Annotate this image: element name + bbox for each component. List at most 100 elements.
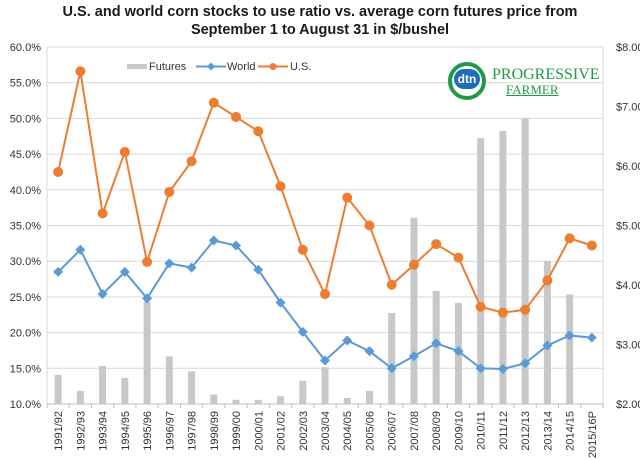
right-axis-tick-label: $4.00 — [616, 280, 640, 292]
x-axis-tick-label: 2003/04 — [320, 411, 332, 451]
legend-label-futures: Futures — [149, 61, 187, 73]
futures-bar — [121, 377, 129, 404]
right-axis-tick-label: $7.00 — [616, 102, 640, 114]
futures-bar — [254, 399, 262, 404]
right-axis-tick-label: $2.00 — [616, 399, 640, 411]
futures-bar — [566, 294, 574, 404]
legend-label-world: World — [227, 61, 256, 73]
left-axis-tick-label: 45.0% — [10, 149, 41, 161]
us-point — [53, 166, 64, 177]
us-point — [142, 256, 153, 267]
world-line — [57, 239, 592, 371]
left-axis-tick-label: 40.0% — [10, 185, 41, 197]
world-point — [53, 266, 64, 277]
world-point — [142, 293, 153, 304]
futures-bar — [76, 390, 84, 404]
x-axis-tick-label: 2014/15 — [565, 411, 577, 451]
dtn-badge: dtn — [454, 69, 480, 89]
world-point — [253, 264, 264, 275]
us-point — [186, 156, 197, 167]
futures-bar — [543, 261, 551, 404]
us-point — [275, 181, 286, 192]
left-axis-tick-label: 60.0% — [10, 42, 41, 54]
logo-text-farmer: FARMER — [506, 82, 559, 97]
us-point — [297, 244, 308, 255]
x-axis-tick-label: 1998/99 — [209, 411, 221, 451]
futures-bar — [388, 312, 396, 404]
x-axis-tick-label: 2000/01 — [253, 411, 265, 451]
chart-title: U.S. and world corn stocks to use ratio … — [0, 3, 640, 39]
x-axis-tick-label: 2005/06 — [364, 411, 376, 451]
chart-title-line-1: U.S. and world corn stocks to use ratio … — [62, 4, 578, 20]
x-axis-tick-label: 2001/02 — [276, 411, 288, 451]
world-point — [453, 346, 464, 357]
x-axis-tick-label: 2007/08 — [409, 411, 421, 451]
x-axis-tick-label: 1996/97 — [164, 411, 176, 451]
x-axis-tick-label: 2002/03 — [298, 411, 310, 451]
world-point — [475, 363, 486, 374]
futures-bar — [165, 356, 173, 404]
left-axis-tick-label: 15.0% — [10, 363, 41, 375]
futures-bar — [343, 398, 351, 404]
x-axis-tick-label: 2015/16P — [587, 411, 599, 458]
left-axis-tick-label: 25.0% — [10, 292, 41, 304]
us-point — [75, 66, 86, 77]
world-point — [431, 338, 442, 349]
axes: 10.0% 15.0% 20.0% 25.0% 30.0% 35.0% 40.0% 45.0%… — [10, 42, 640, 458]
x-axis-tick-label: 1993/94 — [98, 411, 110, 451]
futures-bar — [143, 301, 151, 404]
legend: Futures World U.S. — [127, 61, 311, 73]
right-axis-tick-label: $6.00 — [616, 161, 640, 173]
world-point — [164, 258, 175, 269]
world-point — [386, 363, 397, 374]
x-axis-tick-label: 2012/13 — [520, 411, 532, 451]
us-point — [208, 97, 219, 108]
legend-marker-world — [207, 62, 215, 71]
futures-bar — [321, 367, 329, 404]
legend-label-us: U.S. — [290, 61, 311, 73]
left-axis-tick-label: 30.0% — [10, 256, 41, 268]
x-axis-tick-label: 2013/14 — [542, 411, 554, 451]
left-axis-tick-label: 20.0% — [10, 328, 41, 340]
chart-title-line-2: September 1 to August 31 in $/bushel — [190, 22, 450, 38]
us-line — [57, 71, 593, 314]
x-axis-tick-label: 2004/05 — [342, 411, 354, 451]
left-axis-tick-label: 35.0% — [10, 221, 41, 233]
futures-bar — [188, 371, 196, 404]
logo-text-progressive: PROGRESSIVE — [492, 66, 600, 83]
gridlines — [47, 46, 603, 405]
legend-swatch-futures — [127, 64, 147, 69]
legend-marker-us — [269, 63, 277, 70]
world-point — [208, 235, 219, 246]
us-point — [431, 239, 442, 250]
futures-bar — [499, 130, 507, 404]
world-point — [97, 289, 108, 300]
world-point — [542, 340, 553, 351]
us-point — [231, 111, 242, 122]
world-point — [520, 358, 531, 369]
world-point — [75, 244, 86, 255]
world-point — [364, 346, 375, 357]
world-point — [231, 240, 242, 251]
x-axis-tick-label: 1999/00 — [231, 411, 243, 451]
us-point — [586, 240, 597, 251]
futures-bar — [477, 138, 485, 404]
us-point — [97, 208, 108, 219]
world-point — [119, 266, 130, 277]
x-axis-tick-label: 1995/96 — [142, 411, 154, 451]
us-point — [364, 220, 375, 231]
futures-bar — [54, 374, 62, 404]
x-axis-tick-label: 1997/98 — [187, 411, 199, 451]
right-axis-tick-label: $8.00 — [616, 42, 640, 54]
futures-bar — [210, 394, 218, 404]
us-point — [342, 192, 353, 203]
left-axis-tick-label: 50.0% — [10, 113, 41, 125]
world-point — [564, 330, 575, 341]
futures-bar — [277, 396, 285, 404]
world-point — [342, 335, 353, 346]
dtn-progressive-farmer-logo: dtn PROGRESSIVE FARMER — [448, 60, 600, 104]
world-point — [497, 364, 508, 375]
x-axis-tick-label: 2008/09 — [431, 411, 443, 451]
us-point — [119, 146, 130, 157]
